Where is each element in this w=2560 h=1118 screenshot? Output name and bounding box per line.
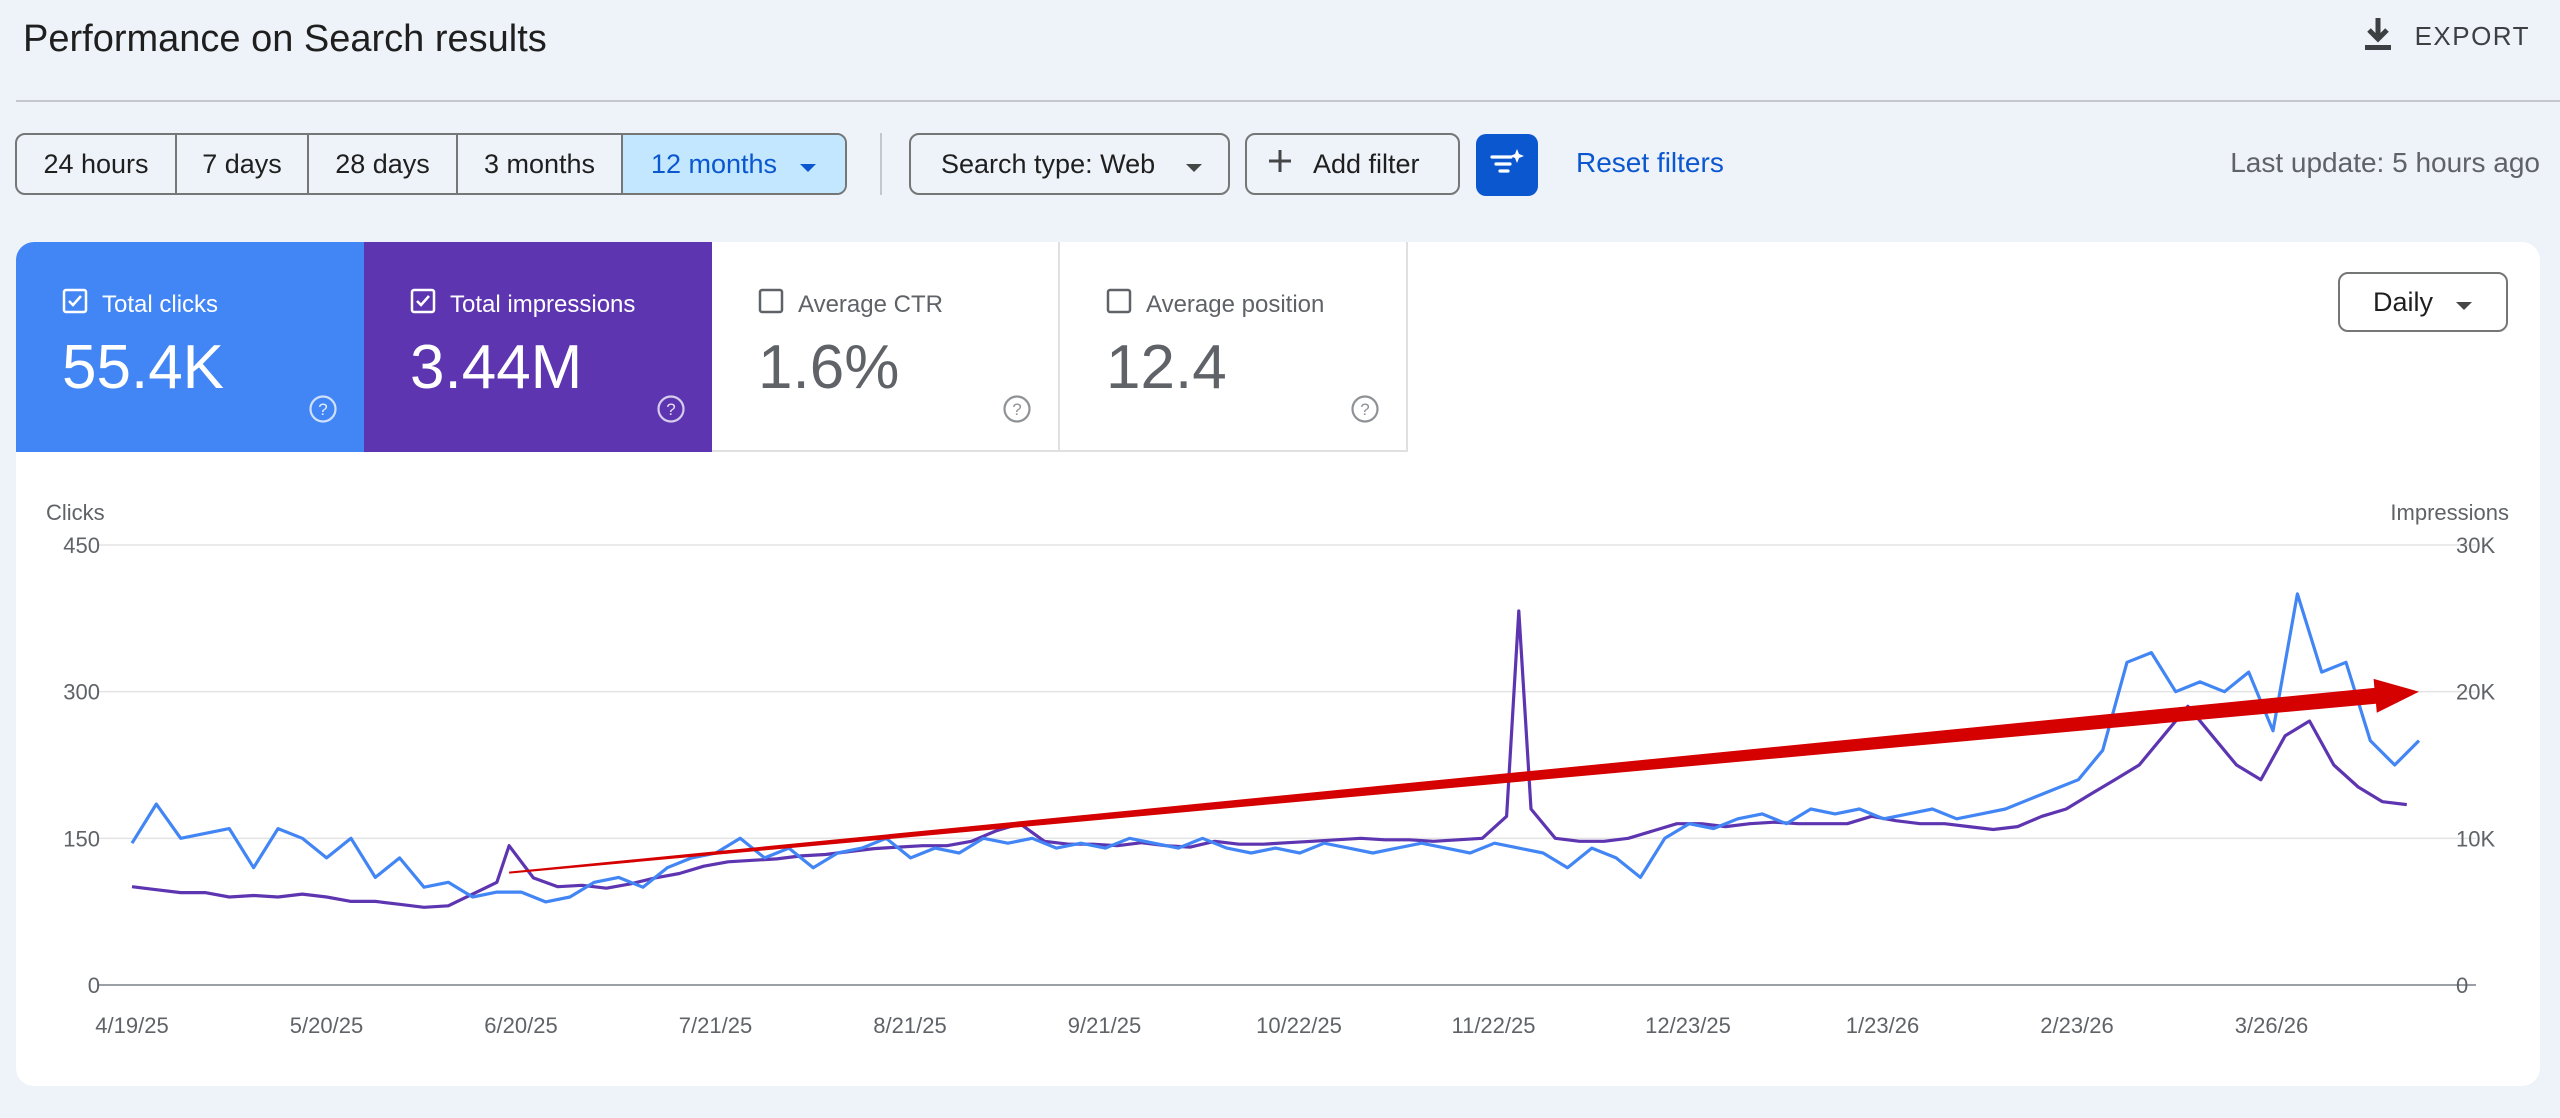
right-tick-label: 10K <box>2456 826 2495 851</box>
range-3-months[interactable]: 3 months <box>458 135 623 193</box>
x-tick-label: 2/23/26 <box>2040 1013 2113 1038</box>
metric-value: 3.44M <box>410 333 583 402</box>
trend-arrow <box>509 678 2419 874</box>
range-28-days[interactable]: 28 days <box>309 135 458 193</box>
help-icon[interactable]: ? <box>656 394 686 429</box>
svg-text:?: ? <box>1012 400 1021 419</box>
help-icon[interactable]: ? <box>1002 394 1032 429</box>
x-tick-label: 11/22/25 <box>1451 1013 1535 1038</box>
range-12-months[interactable]: 12 months <box>623 135 845 193</box>
right-tick-label: 20K <box>2456 680 2495 705</box>
search-type-label: Search type: Web <box>941 148 1156 179</box>
left-tick-label: 450 <box>63 533 100 558</box>
svg-text:?: ? <box>666 400 675 419</box>
chevron-down-icon <box>2455 287 2473 318</box>
metric-total-clicks[interactable]: Total clicks 55.4K ? <box>16 242 364 452</box>
right-tick-label: 0 <box>2456 973 2468 998</box>
last-update-text: Last update: 5 hours ago <box>2230 147 2540 178</box>
range-24-hours[interactable]: 24 hours <box>17 135 177 193</box>
filter-sparkle-button[interactable] <box>1476 134 1538 196</box>
metric-label: Total clicks <box>102 290 219 318</box>
metric-average-ctr[interactable]: Average CTR 1.6% ? <box>712 242 1060 452</box>
range-7-days[interactable]: 7 days <box>177 135 309 193</box>
export-button[interactable]: EXPORT <box>2361 16 2530 57</box>
reset-filters-link[interactable]: Reset filters <box>1576 147 1724 178</box>
metric-average-position[interactable]: Average position 12.4 ? <box>1060 242 1408 452</box>
x-tick-label: 12/23/25 <box>1645 1013 1731 1038</box>
right-tick-label: 30K <box>2456 533 2495 558</box>
impressions-series-line <box>131 609 2407 909</box>
date-range-selector: 24 hours 7 days 28 days 3 months 12 mont… <box>15 133 847 195</box>
add-filter-button[interactable]: Add filter <box>1245 133 1460 195</box>
trend-annotation <box>509 678 2419 874</box>
help-icon[interactable]: ? <box>1350 394 1380 429</box>
checkbox-unchecked-icon[interactable] <box>758 288 784 321</box>
metric-value: 55.4K <box>62 333 225 402</box>
left-tick-label: 300 <box>63 680 100 705</box>
chevron-down-icon <box>799 149 817 180</box>
axis-ticks: 0 0 150 10K 300 20K 450 30K 4/19/25 5/20/25 6/20/2… <box>63 533 2495 1038</box>
header-divider <box>16 100 2560 102</box>
plus-icon <box>1267 148 1293 181</box>
checkbox-checked-icon[interactable] <box>62 288 88 321</box>
checkbox-unchecked-icon[interactable] <box>1106 288 1132 321</box>
svg-text:?: ? <box>1360 400 1369 419</box>
x-tick-label: 10/22/25 <box>1256 1013 1342 1038</box>
right-axis-title: Impressions <box>2390 500 2509 525</box>
range-12-months-label: 12 months <box>650 148 778 179</box>
chevron-down-icon <box>1185 149 1203 180</box>
x-tick-label: 6/20/25 <box>484 1013 557 1038</box>
metric-value: 1.6% <box>758 333 900 402</box>
toolbar-divider <box>880 133 882 195</box>
page-title: Performance on Search results <box>23 18 547 60</box>
x-tick-label: 5/20/25 <box>290 1013 363 1038</box>
x-tick-label: 8/21/25 <box>873 1013 946 1038</box>
x-tick-label: 9/21/25 <box>1068 1013 1141 1038</box>
granularity-dropdown[interactable]: Daily <box>2338 272 2508 332</box>
metric-label: Total impressions <box>450 290 636 318</box>
checkbox-checked-icon[interactable] <box>410 288 436 321</box>
export-label: EXPORT <box>2414 21 2530 51</box>
grid-lines <box>98 544 2476 986</box>
left-tick-label: 150 <box>63 826 100 851</box>
metric-total-impressions[interactable]: Total impressions 3.44M ? <box>364 242 712 452</box>
filter-sparkle-icon <box>1489 147 1525 184</box>
performance-card: Total clicks 55.4K ? Total impressions 3… <box>16 242 2540 1086</box>
svg-text:?: ? <box>318 400 327 419</box>
search-type-dropdown[interactable]: Search type: Web <box>909 133 1230 195</box>
help-icon[interactable]: ? <box>308 394 338 429</box>
header-bar: Performance on Search results EXPORT <box>0 0 2560 100</box>
x-tick-label: 1/23/26 <box>1846 1013 1919 1038</box>
metric-value: 12.4 <box>1106 333 1227 402</box>
metric-label: Average position <box>1146 290 1325 318</box>
x-tick-label: 7/21/25 <box>679 1013 752 1038</box>
x-tick-label: 3/26/26 <box>2235 1013 2308 1038</box>
performance-chart: Clicks Impressions 0 0 150 10K 300 20K 450 30K 4… <box>46 500 2509 1038</box>
series-lines <box>130 592 2421 909</box>
download-icon <box>2361 16 2395 57</box>
clicks-series-line <box>130 592 2421 904</box>
add-filter-label: Add filter <box>1313 148 1420 179</box>
x-tick-label: 4/19/25 <box>95 1013 168 1038</box>
left-tick-label: 0 <box>88 973 100 998</box>
granularity-label: Daily <box>2372 286 2433 317</box>
metric-label: Average CTR <box>798 290 943 318</box>
left-axis-title: Clicks <box>46 500 105 525</box>
